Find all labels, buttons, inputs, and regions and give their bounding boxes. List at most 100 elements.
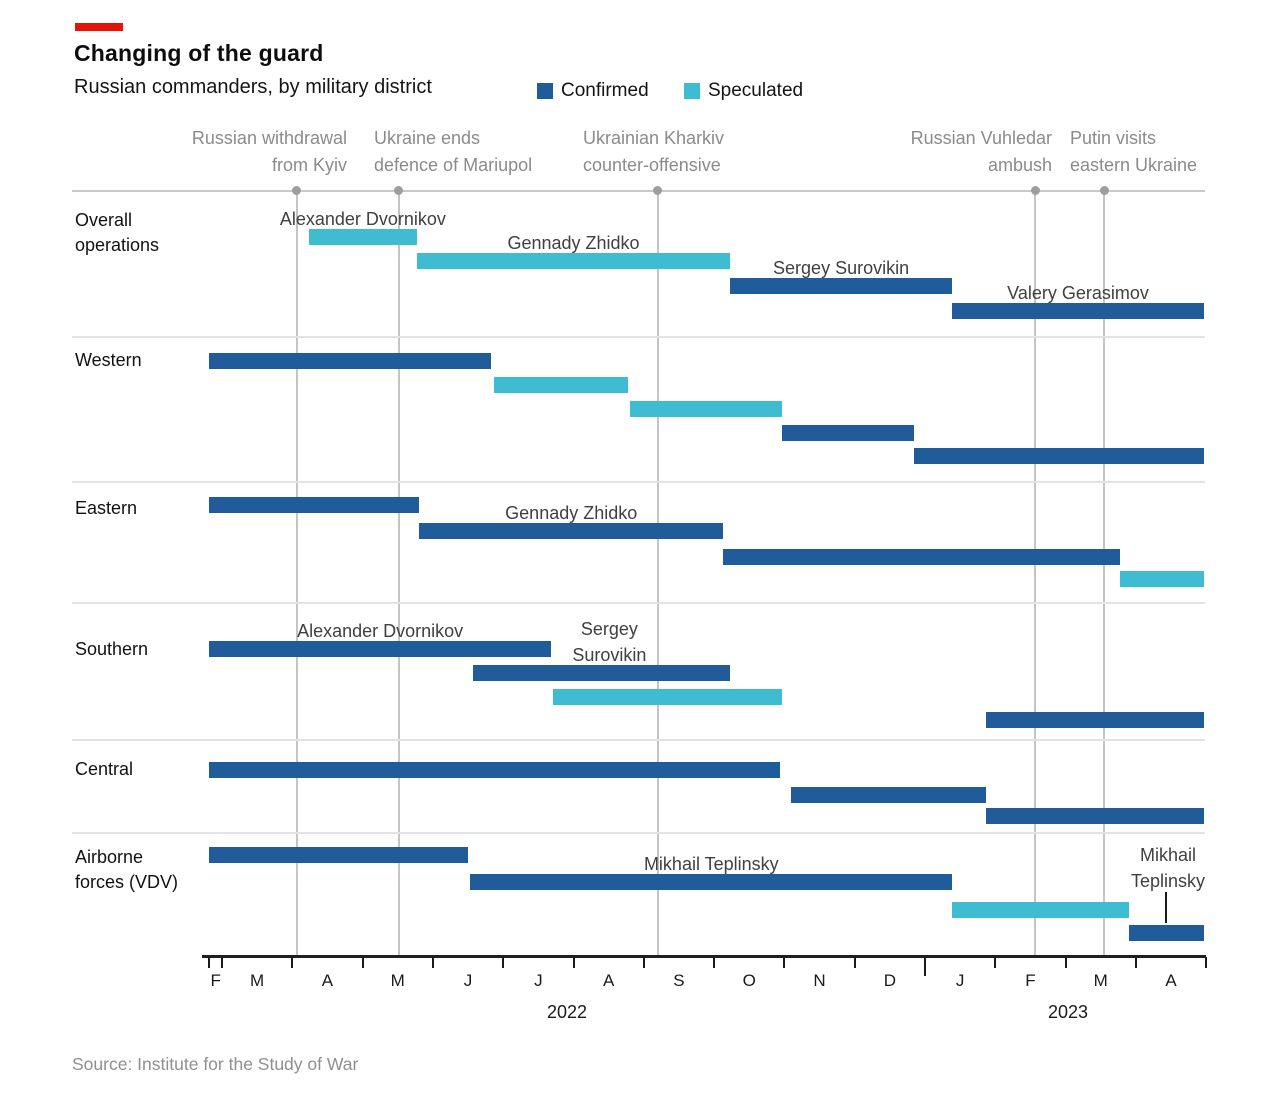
bar-label: Gennady Zhidko bbox=[507, 233, 640, 253]
gantt-bar-confirmed bbox=[209, 497, 420, 513]
row-label: Central bbox=[75, 759, 134, 779]
axis-line bbox=[202, 955, 1206, 958]
event-dot bbox=[1099, 186, 1109, 195]
event-label: Russian Vuhledar ambush bbox=[910, 128, 1052, 175]
month-label: J bbox=[955, 971, 965, 990]
month-label: J bbox=[534, 971, 543, 990]
row-label: Airborne forces (VDV) bbox=[75, 847, 179, 892]
year-label: 2022 bbox=[546, 1002, 588, 1022]
legend-label-confirmed: Confirmed bbox=[561, 80, 649, 101]
source-note: Source: Institute for the Study of War bbox=[72, 1054, 359, 1074]
month-label: A bbox=[1165, 971, 1177, 990]
axis-tick bbox=[1064, 957, 1067, 968]
month-label: M bbox=[250, 971, 265, 990]
month-label: A bbox=[602, 971, 615, 990]
gantt-bar-speculated bbox=[493, 377, 628, 393]
gantt-bar-confirmed bbox=[791, 787, 987, 803]
gantt-bar-speculated bbox=[308, 229, 418, 245]
event-gridline bbox=[1103, 191, 1106, 955]
event-gridline bbox=[1034, 191, 1037, 955]
axis-tick bbox=[713, 957, 716, 968]
gantt-bar-confirmed bbox=[209, 847, 469, 863]
row-separator bbox=[72, 832, 1205, 834]
gantt-bar-speculated bbox=[417, 253, 730, 269]
axis-tick bbox=[642, 957, 645, 968]
month-label: S bbox=[673, 971, 685, 990]
row-separator bbox=[72, 481, 1205, 483]
event-label: Ukraine ends defence of Mariupol bbox=[374, 128, 533, 175]
legend-item-confirmed: Confirmed bbox=[537, 80, 649, 102]
axis-tick bbox=[1134, 957, 1137, 968]
month-label: M bbox=[1093, 971, 1108, 990]
bar-label: Mikhail Teplinsky bbox=[643, 854, 779, 874]
month-label: F bbox=[210, 971, 221, 990]
row-separator bbox=[72, 739, 1205, 741]
axis-tick bbox=[291, 957, 294, 968]
event-gridline bbox=[656, 191, 659, 955]
month-label: A bbox=[321, 971, 334, 990]
gantt-bar-speculated bbox=[1120, 571, 1204, 587]
row-label: Western bbox=[75, 350, 142, 370]
gantt-bar-confirmed bbox=[470, 874, 953, 890]
gantt-bar-speculated bbox=[630, 401, 783, 417]
event-dot bbox=[292, 186, 302, 195]
gantt-bar-confirmed bbox=[209, 641, 551, 657]
axis-tick bbox=[572, 957, 575, 968]
event-gridline bbox=[295, 191, 298, 955]
gantt-bar-confirmed bbox=[1129, 925, 1204, 941]
legend-item-speculated: Speculated bbox=[684, 80, 803, 102]
chart-top-line bbox=[72, 190, 1205, 192]
row-separator bbox=[72, 602, 1205, 604]
month-label: O bbox=[742, 971, 756, 990]
event-dot bbox=[653, 186, 663, 195]
month-label: M bbox=[390, 971, 405, 990]
gantt-bar-confirmed bbox=[782, 425, 914, 441]
row-label: Overall operations bbox=[75, 210, 160, 255]
gantt-bar-confirmed bbox=[913, 448, 1204, 464]
month-label: F bbox=[1025, 971, 1036, 990]
bar-label: Alexander Dvornikov bbox=[279, 209, 446, 229]
month-label: D bbox=[883, 971, 896, 990]
event-label: Ukrainian Kharkiv counter-offensive bbox=[583, 128, 725, 175]
gantt-bar-confirmed bbox=[419, 523, 724, 539]
axis-tick bbox=[994, 957, 997, 968]
legend-label-speculated: Speculated bbox=[708, 80, 804, 101]
chart-subtitle: Russian commanders, by military district bbox=[74, 76, 432, 98]
row-label: Eastern bbox=[75, 498, 138, 518]
gantt-bar-confirmed bbox=[729, 278, 953, 294]
confirmed-swatch-icon bbox=[537, 83, 553, 99]
bar-label: Mikhail Teplinsky bbox=[1130, 845, 1206, 891]
axis-tick bbox=[924, 957, 926, 976]
event-gridline bbox=[397, 191, 400, 955]
event-label: Russian withdrawal from Kyiv bbox=[191, 128, 347, 175]
month-label: J bbox=[463, 971, 473, 990]
year-label: 2023 bbox=[1047, 1002, 1089, 1022]
bar-label: Gennady Zhidko bbox=[505, 503, 638, 523]
month-label: N bbox=[813, 971, 826, 990]
gantt-bar-speculated bbox=[952, 902, 1130, 918]
bar-label: Sergey Surovikin bbox=[572, 619, 647, 665]
bar-label: Sergey Surovikin bbox=[773, 258, 910, 278]
speculated-swatch-icon bbox=[684, 83, 700, 99]
row-label: Southern bbox=[75, 639, 149, 659]
annotation-pointer-line bbox=[1165, 892, 1167, 923]
axis-tick bbox=[361, 957, 364, 968]
gantt-bar-confirmed bbox=[986, 808, 1204, 824]
bar-label: Valery Gerasimov bbox=[1007, 283, 1149, 303]
event-dot bbox=[1030, 186, 1040, 195]
gantt-bar-confirmed bbox=[209, 762, 780, 778]
gantt-bar-confirmed bbox=[209, 353, 492, 369]
axis-tick bbox=[431, 957, 434, 968]
chart-title: Changing of the guard bbox=[74, 40, 324, 66]
brand-red-bar bbox=[75, 23, 123, 31]
axis-tick bbox=[502, 957, 505, 968]
gantt-bar-confirmed bbox=[723, 549, 1120, 565]
gantt-bar-speculated bbox=[553, 689, 783, 705]
event-dot bbox=[394, 186, 404, 195]
gantt-bar-confirmed bbox=[986, 712, 1204, 728]
row-separator bbox=[72, 336, 1205, 338]
bar-label: Alexander Dvornikov bbox=[297, 621, 464, 641]
axis-tick bbox=[208, 957, 211, 968]
